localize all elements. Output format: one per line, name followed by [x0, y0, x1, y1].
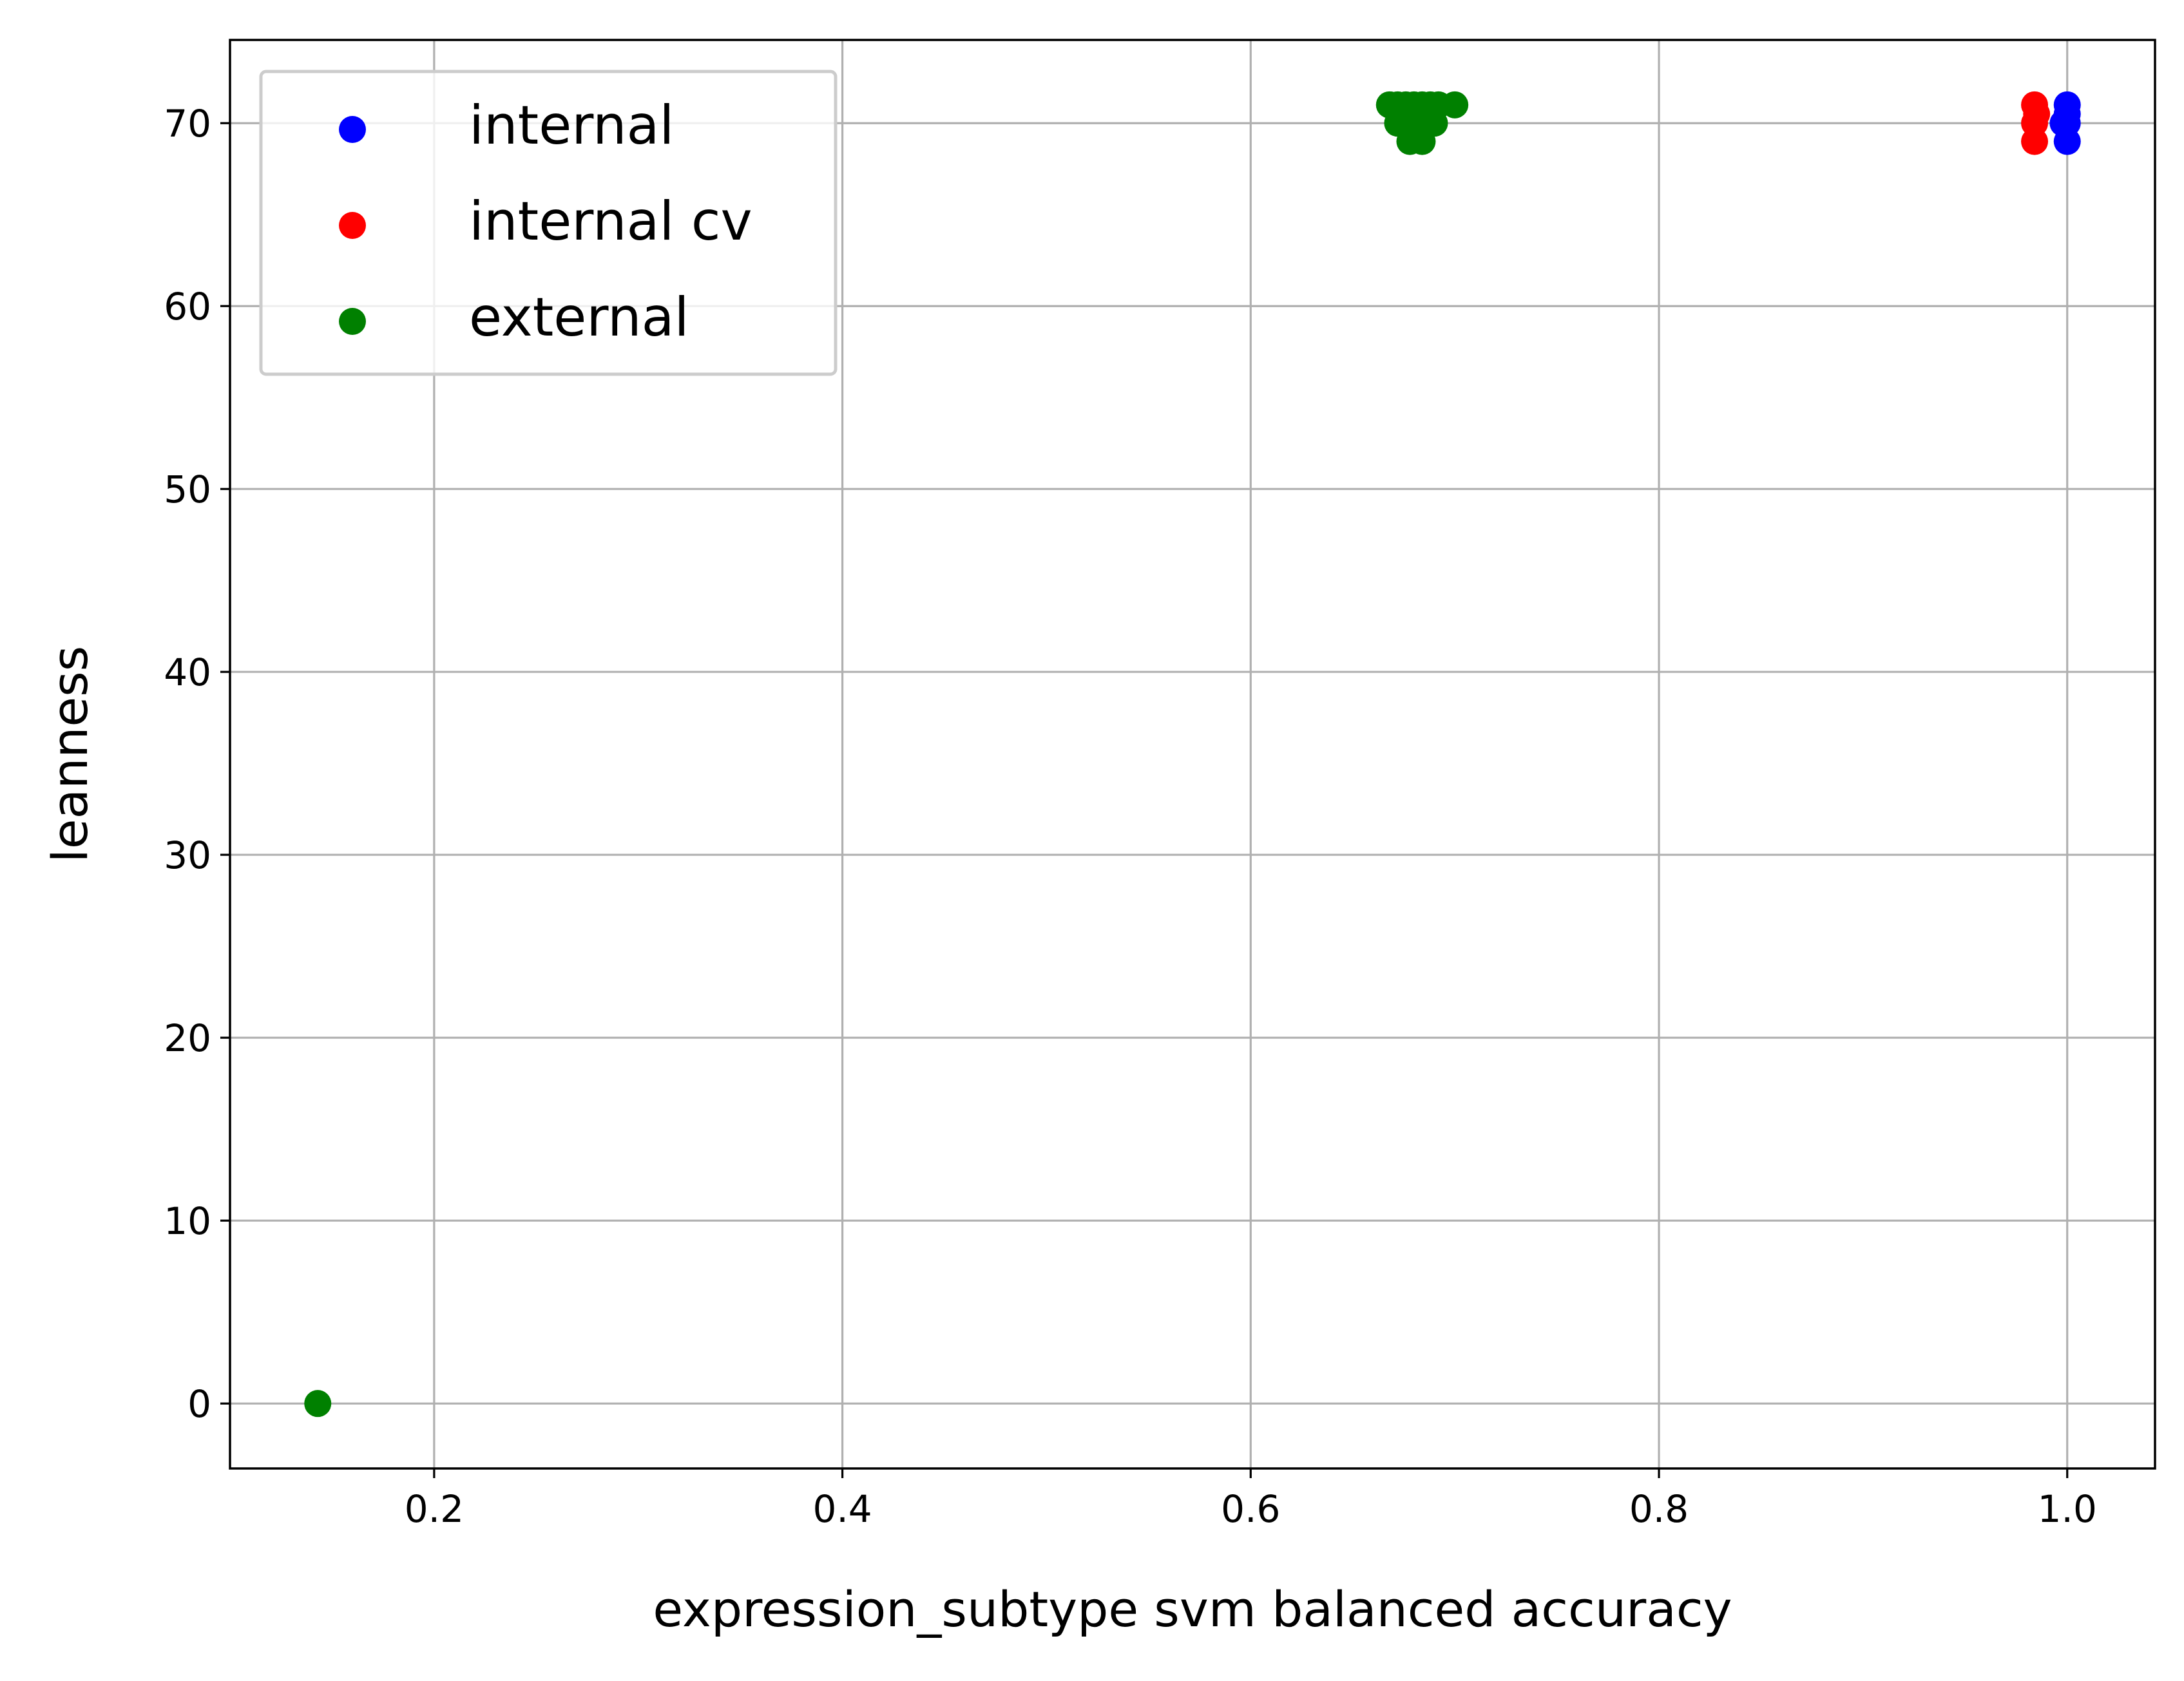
x-tick-label: 1.0 [2038, 1487, 2097, 1531]
y-tick-label: 50 [164, 468, 211, 511]
y-tick-label: 60 [164, 285, 211, 328]
y-tick-label: 70 [164, 102, 211, 146]
data-point [2053, 100, 2081, 128]
y-tick-label: 40 [164, 651, 211, 694]
series-internal [2049, 91, 2081, 155]
grid-lines [230, 40, 2155, 1468]
y-axis-label: leanness [41, 646, 99, 863]
axis-ticks: 0.2 0.4 0.6 0.8 1.0 0 10 20 30 40 50 60 70 [164, 102, 2097, 1531]
y-tick-label: 30 [164, 833, 211, 877]
legend: internal internal cv external [259, 70, 838, 376]
legend-frame [259, 70, 838, 376]
data-point [1390, 100, 1417, 128]
legend-label: internal [469, 94, 674, 157]
y-tick-label: 10 [164, 1199, 211, 1243]
legend-label: external [469, 286, 689, 348]
legend-marker [339, 116, 366, 143]
data-point [2023, 100, 2051, 128]
plot-frame [229, 39, 2156, 1470]
legend-entries: internal internal cv external [339, 94, 752, 348]
data-point [1441, 91, 1469, 119]
data-point [2021, 128, 2049, 155]
legend-marker [339, 212, 366, 239]
x-tick-label: 0.8 [1629, 1487, 1689, 1531]
x-tick-label: 0.4 [812, 1487, 872, 1531]
legend-marker [339, 308, 366, 335]
data-points [304, 91, 2081, 1418]
y-tick-label: 20 [164, 1016, 211, 1060]
series-external [304, 91, 1469, 1418]
series-internal-cv [2021, 91, 2051, 155]
x-tick-label: 0.2 [405, 1487, 464, 1531]
data-point [1412, 100, 1440, 128]
data-point [1408, 128, 1436, 155]
legend-label: internal cv [469, 190, 752, 252]
x-tick-label: 0.6 [1221, 1487, 1280, 1531]
x-axis-label: expression_subtype svm balanced accuracy [653, 1581, 1732, 1638]
y-tick-label: 0 [187, 1382, 211, 1426]
data-point [304, 1390, 332, 1418]
